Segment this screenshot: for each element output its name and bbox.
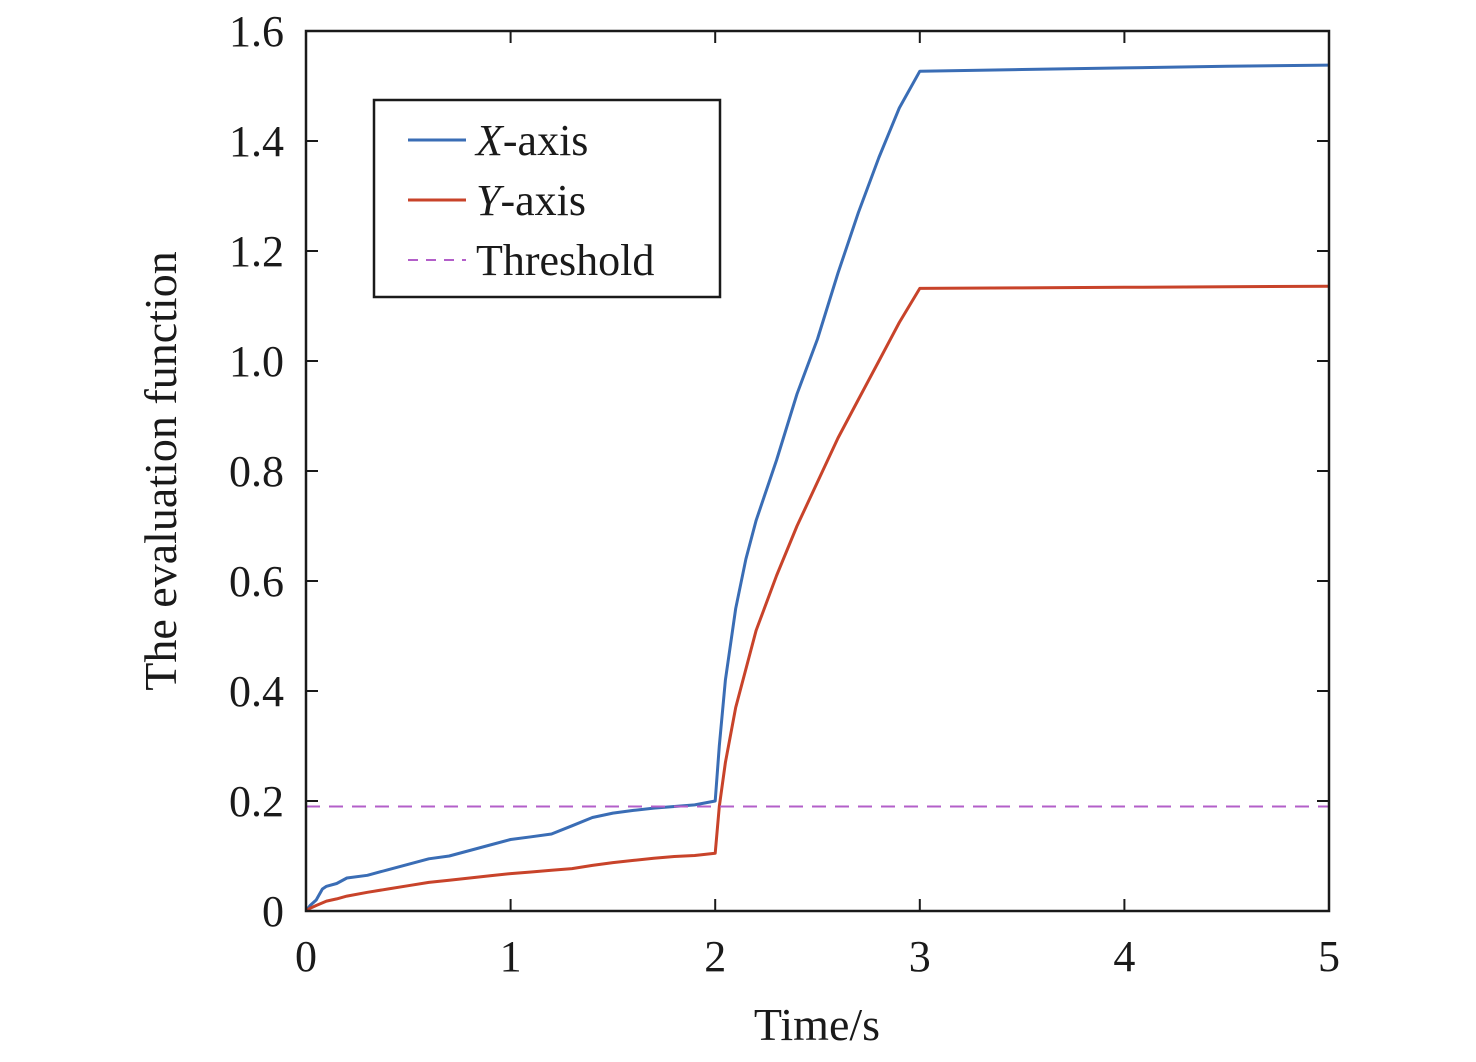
x-tick-label: 0 (295, 932, 317, 981)
series-layer (304, 63, 1330, 913)
x-tick-label: 3 (909, 932, 931, 981)
y-axis-label: The evaluation function (135, 251, 186, 690)
legend: X-axis Y-axis Threshold (372, 98, 722, 299)
y-tick-label: 0.8 (229, 447, 284, 496)
legend-label-x-axis-italic: X (474, 116, 505, 165)
y-tick-label: 1.2 (229, 227, 284, 276)
legend-label-threshold: Threshold (476, 236, 654, 285)
y-tick-label: 0.4 (229, 667, 284, 716)
y-tick-label: 0 (262, 887, 284, 936)
x-tick-label: 4 (1113, 932, 1135, 981)
series-line-y-axis (305, 284, 1330, 913)
x-tick-label: 1 (500, 932, 522, 981)
x-tick-label: 2 (704, 932, 726, 981)
y-tick-label: 1.4 (229, 117, 284, 166)
x-axis-label: Time/s (754, 999, 880, 1050)
ticks-layer: 0 1 2 3 4 5 0 0.2 0.4 0.6 0.8 1.0 1.2 1.4 1.6 (229, 7, 1340, 981)
y-tick-label: 1.0 (229, 337, 284, 386)
y-tick-label: 0.6 (229, 557, 284, 606)
y-tick-label: 0.2 (229, 777, 284, 826)
legend-label-x-axis: X-axis (474, 116, 588, 165)
legend-label-y-axis-italic: Y (476, 176, 505, 225)
series-line-x-axis (304, 63, 1330, 912)
legend-label-y-axis: Y-axis (476, 176, 586, 225)
y-tick-label: 1.6 (229, 7, 284, 56)
legend-label-x-axis-rest: -axis (503, 116, 589, 165)
legend-label-y-axis-rest: -axis (500, 176, 586, 225)
x-tick-label: 5 (1318, 932, 1340, 981)
